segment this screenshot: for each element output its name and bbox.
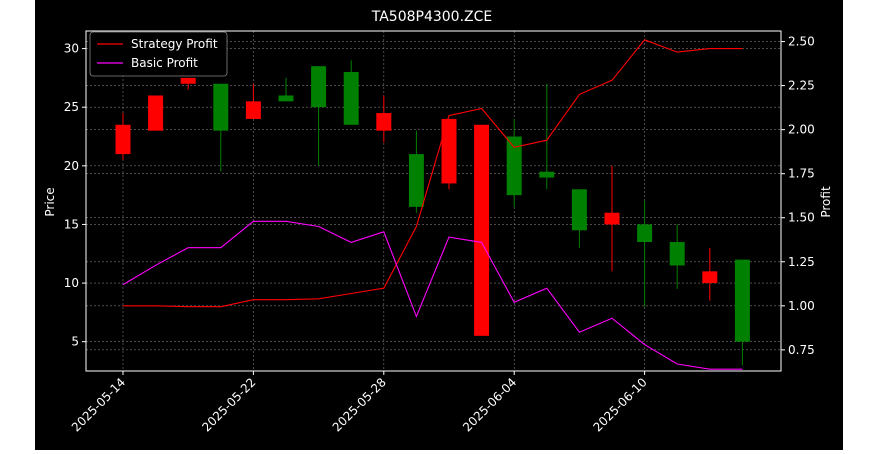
candle-body — [571, 189, 587, 231]
y-tick-label: 20 — [64, 159, 79, 173]
candle-body — [474, 124, 490, 336]
y2-tick-label: 0.75 — [788, 343, 815, 357]
x-tick-label: 2025-06-04 — [460, 375, 519, 434]
y-tick-label: 30 — [64, 42, 79, 56]
profit-lines — [122, 39, 743, 370]
y2-tick-label: 2.00 — [788, 123, 815, 137]
candle-body — [115, 124, 131, 155]
y-tick-label: 5 — [71, 335, 79, 349]
y-axis-right: 0.75 1.00 1.25 1.50 1.75 2.00 2.25 2.50 — [781, 35, 815, 357]
y2-tick-label: 1.75 — [788, 167, 815, 181]
candle-body — [180, 77, 196, 84]
legend-box — [89, 31, 228, 77]
y2-tick-label: 1.00 — [788, 299, 815, 313]
candle-body — [669, 242, 685, 266]
y2-axis-label: Profit — [819, 186, 833, 218]
chart-title: TA508P4300.ZCE — [371, 9, 493, 25]
candle-body — [148, 95, 164, 131]
strategy-profit-line — [123, 39, 743, 308]
candle-body — [637, 224, 653, 243]
candles — [115, 60, 750, 366]
y-tick-label: 25 — [64, 100, 79, 114]
chart-figure: TA508P4300.ZCE 5 10 15 20 25 30 0.75 1.00 1.25 1… — [35, 0, 843, 450]
candlestick-chart: TA508P4300.ZCE 5 10 15 20 25 30 0.75 1.00 1.25 1… — [43, 9, 833, 434]
candle-body — [506, 136, 522, 196]
y2-tick-label: 1.50 — [788, 211, 815, 225]
y-axis-left: 5 10 15 20 25 30 — [64, 42, 86, 349]
candle-body — [604, 212, 620, 225]
candle-body — [376, 113, 392, 131]
y2-tick-label: 1.25 — [788, 255, 815, 269]
y2-tick-label: 2.25 — [788, 79, 815, 93]
legend: Strategy Profit Basic Profit — [89, 31, 228, 77]
y-axis-label: Price — [43, 187, 57, 216]
legend-label-strategy: Strategy Profit — [131, 37, 218, 51]
x-tick-label: 2025-06-10 — [591, 375, 650, 434]
candle-body — [441, 118, 457, 184]
legend-label-basic: Basic Profit — [131, 56, 198, 70]
x-tick-label: 2025-05-22 — [199, 375, 258, 434]
x-tick-label: 2025-05-14 — [69, 375, 128, 434]
candle-body — [539, 171, 555, 178]
y2-tick-label: 2.50 — [788, 35, 815, 49]
x-tick-label: 2025-05-28 — [330, 375, 389, 434]
candle-body — [213, 83, 229, 131]
candle-body — [734, 259, 750, 342]
candle-body — [311, 66, 327, 108]
candle-body — [278, 95, 294, 102]
plot-frame — [85, 30, 782, 372]
candle-body — [408, 154, 424, 207]
candle-body — [343, 72, 359, 125]
y-tick-label: 10 — [64, 276, 79, 290]
candle-body — [702, 271, 718, 284]
basic-profit-line — [122, 220, 743, 370]
x-axis: 2025-05-14 2025-05-22 2025-05-28 2025-06-04… — [69, 371, 650, 434]
y-tick-label: 15 — [64, 217, 79, 231]
candle-body — [245, 101, 261, 119]
